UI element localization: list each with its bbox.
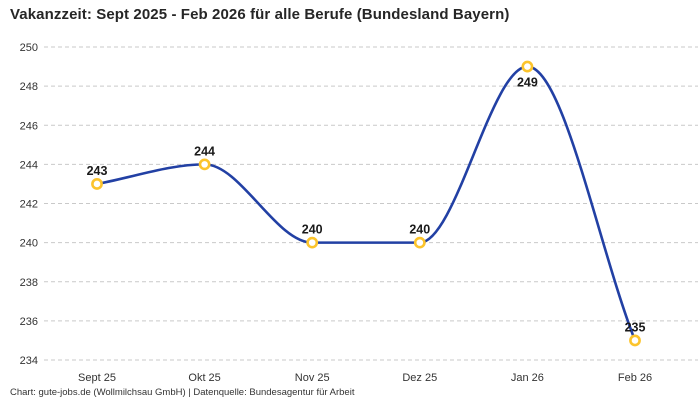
data-point-marker[interactable]: [521, 60, 534, 73]
y-tick-label: 246: [20, 120, 38, 132]
data-point-label: 240: [409, 223, 430, 237]
x-axis-label: Dez 25: [402, 372, 437, 384]
y-tick-label: 238: [20, 277, 38, 289]
data-point-label: 244: [194, 144, 215, 158]
data-point-label: 249: [517, 76, 538, 90]
chart-title: Vakanzzeit: Sept 2025 - Feb 2026 für all…: [10, 6, 510, 23]
y-tick-label: 234: [20, 355, 38, 367]
chart-credit: Chart: gute-jobs.de (Wollmilchsau GmbH) …: [10, 387, 355, 398]
y-tick-label: 242: [20, 199, 38, 211]
y-tick-label: 236: [20, 316, 38, 328]
data-point-label: 240: [302, 223, 323, 237]
y-tick-label: 250: [20, 42, 38, 54]
y-tick-label: 244: [20, 159, 38, 171]
data-point-label: 235: [625, 320, 646, 334]
y-tick-label: 240: [20, 238, 38, 250]
x-axis-label: Jan 26: [511, 372, 544, 384]
x-axis-label: Sept 25: [78, 372, 116, 384]
data-point-marker[interactable]: [198, 158, 211, 171]
data-point-marker[interactable]: [91, 178, 103, 190]
y-tick-label: 248: [20, 81, 38, 93]
data-point-marker[interactable]: [629, 334, 641, 347]
data-point-marker[interactable]: [306, 236, 319, 249]
x-axis-label: Okt 25: [188, 372, 220, 384]
x-axis-label: Nov 25: [295, 372, 330, 384]
data-point-label: 243: [87, 164, 108, 178]
data-point-marker[interactable]: [413, 236, 426, 249]
x-axis-label: Feb 26: [618, 372, 652, 384]
